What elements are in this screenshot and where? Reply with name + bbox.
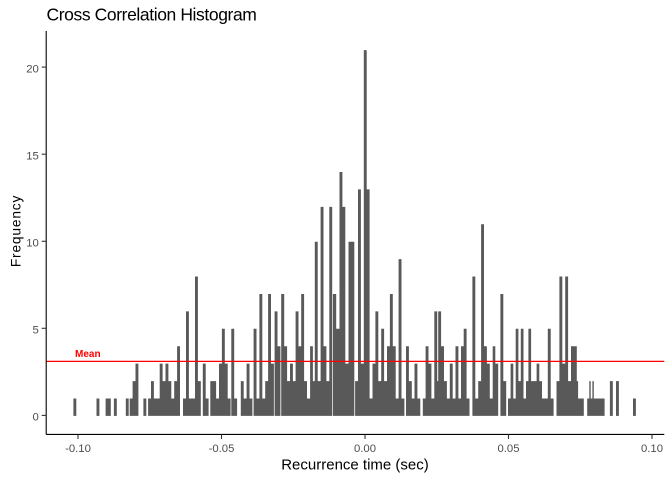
svg-text:0: 0 xyxy=(33,412,39,424)
svg-text:Recurrence time (sec): Recurrence time (sec) xyxy=(281,457,429,474)
svg-text:Mean: Mean xyxy=(75,349,101,360)
svg-text:Frequency: Frequency xyxy=(8,195,23,267)
svg-text:0.00: 0.00 xyxy=(354,443,376,455)
svg-text:0.10: 0.10 xyxy=(641,443,663,455)
svg-text:0.05: 0.05 xyxy=(498,443,520,455)
svg-text:-0.05: -0.05 xyxy=(209,443,235,455)
svg-text:20: 20 xyxy=(26,63,39,75)
svg-text:Cross Correlation Histogram: Cross Correlation Histogram xyxy=(47,4,257,24)
svg-text:-0.10: -0.10 xyxy=(65,443,91,455)
svg-text:10: 10 xyxy=(26,238,39,250)
svg-text:5: 5 xyxy=(33,325,39,337)
svg-text:15: 15 xyxy=(26,150,39,162)
